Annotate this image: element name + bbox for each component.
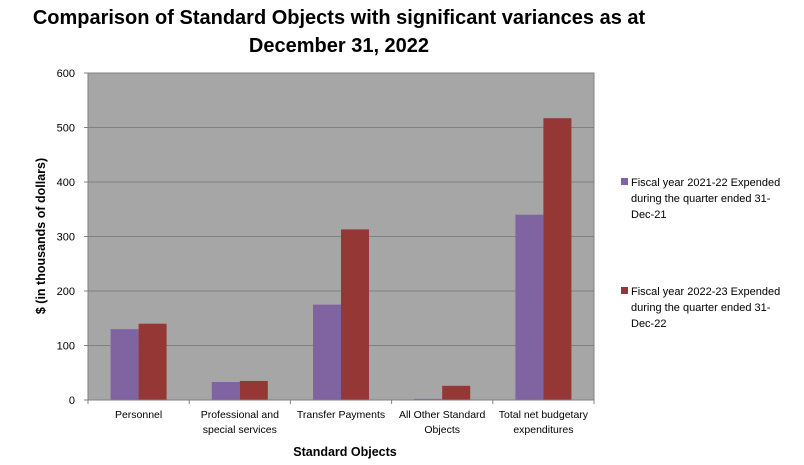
bar-series-2 [138,323,167,400]
y-tick-label: 200 [57,286,75,298]
y-tick-label: 500 [57,123,75,135]
y-tick-label: 100 [57,341,75,353]
y-tick-label: 0 [69,395,75,407]
bar-series-1 [211,382,240,400]
x-axis-title: Standard Objects [293,445,397,459]
x-category-label: Total net budgetary [499,409,589,421]
bar-series-1 [414,398,443,400]
chart-title-line: December 31, 2022 [249,35,429,57]
legend-label-1: Fiscal year 2021-22 Expended [631,177,780,189]
gridlines [88,72,594,346]
legend: Fiscal year 2021-22 Expended during the q… [621,177,780,330]
bar-series-1 [110,329,139,400]
x-category-label: special services [203,424,277,436]
bar-series-1 [515,214,544,400]
legend-label-2: Dec-22 [631,318,666,330]
y-axis-ticks: 0 100 200 300 400 500 600 [57,68,75,407]
x-category-label: Personnel [115,409,162,421]
legend-label-1: during the quarter ended 31- [631,193,771,205]
bars [110,118,572,401]
x-category-label: Objects [424,424,460,436]
chart-title-line: Comparison of Standard Objects with sign… [33,7,646,29]
x-category-label: Transfer Payments [297,409,385,421]
y-tick-label: 400 [57,177,75,189]
bar-series-2 [543,118,572,401]
x-category-label: Professional and [201,409,279,421]
legend-swatch-2 [621,287,628,294]
x-axis-categories: Personnel Professional and special service… [115,409,589,436]
y-tick-label: 600 [57,68,75,80]
axes [84,72,595,404]
y-tick-label: 300 [57,232,75,244]
bar-series-2 [442,385,471,400]
bar-series-2 [341,229,369,400]
bar-series-2 [239,380,268,400]
chart-title: Comparison of Standard Objects with sign… [33,7,646,57]
y-axis-title: $ (in thousands of dollars) [34,158,48,314]
bar-series-1 [313,304,341,400]
legend-swatch-1 [621,178,628,185]
x-category-label: expenditures [513,424,573,436]
legend-label-2: during the quarter ended 31- [631,302,771,314]
x-category-label: All Other Standard [399,409,486,421]
legend-label-2: Fiscal year 2022-23 Expended [631,286,780,298]
legend-label-1: Dec-21 [631,209,666,221]
